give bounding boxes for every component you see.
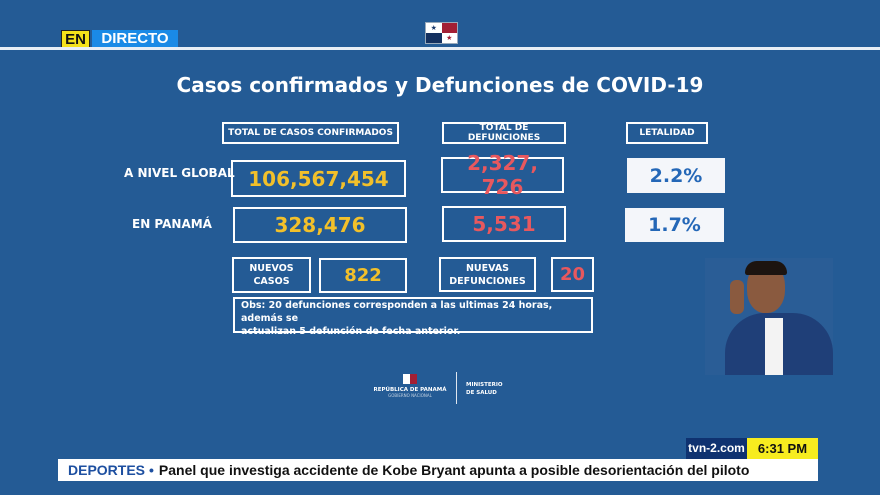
panama-lethality-value: 1.7% xyxy=(625,208,724,242)
new-deaths-label: NUEVAS DEFUNCIONES xyxy=(439,257,536,292)
logo-ministerio-2: DE SALUD xyxy=(466,390,497,396)
news-ticker: DEPORTES • Panel que investiga accidente… xyxy=(58,459,818,481)
new-cases-label-2: CASOS xyxy=(253,276,290,287)
global-deaths-value: 2,327, 726 xyxy=(441,151,564,199)
observation-line-1: Obs: 20 defunciones corresponden a las u… xyxy=(241,300,553,324)
panama-deaths-value: 5,531 xyxy=(442,206,566,242)
sign-language-interpreter-video xyxy=(705,258,833,375)
clock: 6:31 PM xyxy=(747,438,818,459)
header-lethality: LETALIDAD xyxy=(626,122,708,144)
new-cases-value: 822 xyxy=(319,258,407,293)
logo-gobierno: GOBIERNO NACIONAL xyxy=(388,393,432,398)
logo-republica: REPÚBLICA DE PANAMÁ xyxy=(373,387,447,393)
ticker-bullet: • xyxy=(149,462,154,478)
logo-ministerio: MINISTERIO DE SALUD xyxy=(466,381,503,397)
row-label-global: A NIVEL GLOBAL xyxy=(124,166,235,180)
new-deaths-label-1: NUEVAS xyxy=(465,262,510,274)
logo-divider xyxy=(456,372,457,404)
interpreter-hand xyxy=(730,280,744,314)
new-cases-label-1: NUEVOS xyxy=(249,263,294,274)
interpreter-shirt xyxy=(765,318,783,375)
observation-line-2: actualizan 5 defunción de fecha anterior… xyxy=(241,326,461,337)
page-title: Casos confirmados y Defunciones de COVID… xyxy=(176,73,704,97)
panama-cases-value: 328,476 xyxy=(233,207,407,243)
interpreter-hair xyxy=(745,261,787,275)
panama-flag-icon: ★ ★ xyxy=(425,22,458,44)
new-deaths-label-2: DEFUNCIONES xyxy=(449,275,526,287)
observation-note: Obs: 20 defunciones corresponden a las u… xyxy=(233,297,593,337)
ticker-category: DEPORTES xyxy=(68,462,146,478)
global-lethality-value: 2.2% xyxy=(627,158,725,193)
live-badge-en: EN xyxy=(61,30,90,48)
row-label-panama: EN PANAMÁ xyxy=(132,217,212,231)
divider xyxy=(0,47,880,50)
header-total-deaths: TOTAL DE DEFUNCIONES xyxy=(442,122,566,144)
new-deaths-value: 20 xyxy=(551,257,594,292)
logo-ministerio-1: MINISTERIO xyxy=(466,382,503,388)
global-cases-value: 106,567,454 xyxy=(231,160,406,197)
site-label: tvn-2.com xyxy=(686,438,747,459)
header-total-cases: TOTAL DE CASOS CONFIRMADOS xyxy=(222,122,399,144)
government-logo: REPÚBLICA DE PANAMÁ GOBIERNO NACIONAL xyxy=(370,374,450,404)
live-badge-directo: DIRECTO xyxy=(92,30,178,48)
panama-flag-small-icon xyxy=(403,374,417,384)
new-cases-label: NUEVOS CASOS xyxy=(232,257,311,293)
ticker-text: Panel que investiga accidente de Kobe Br… xyxy=(158,462,750,478)
